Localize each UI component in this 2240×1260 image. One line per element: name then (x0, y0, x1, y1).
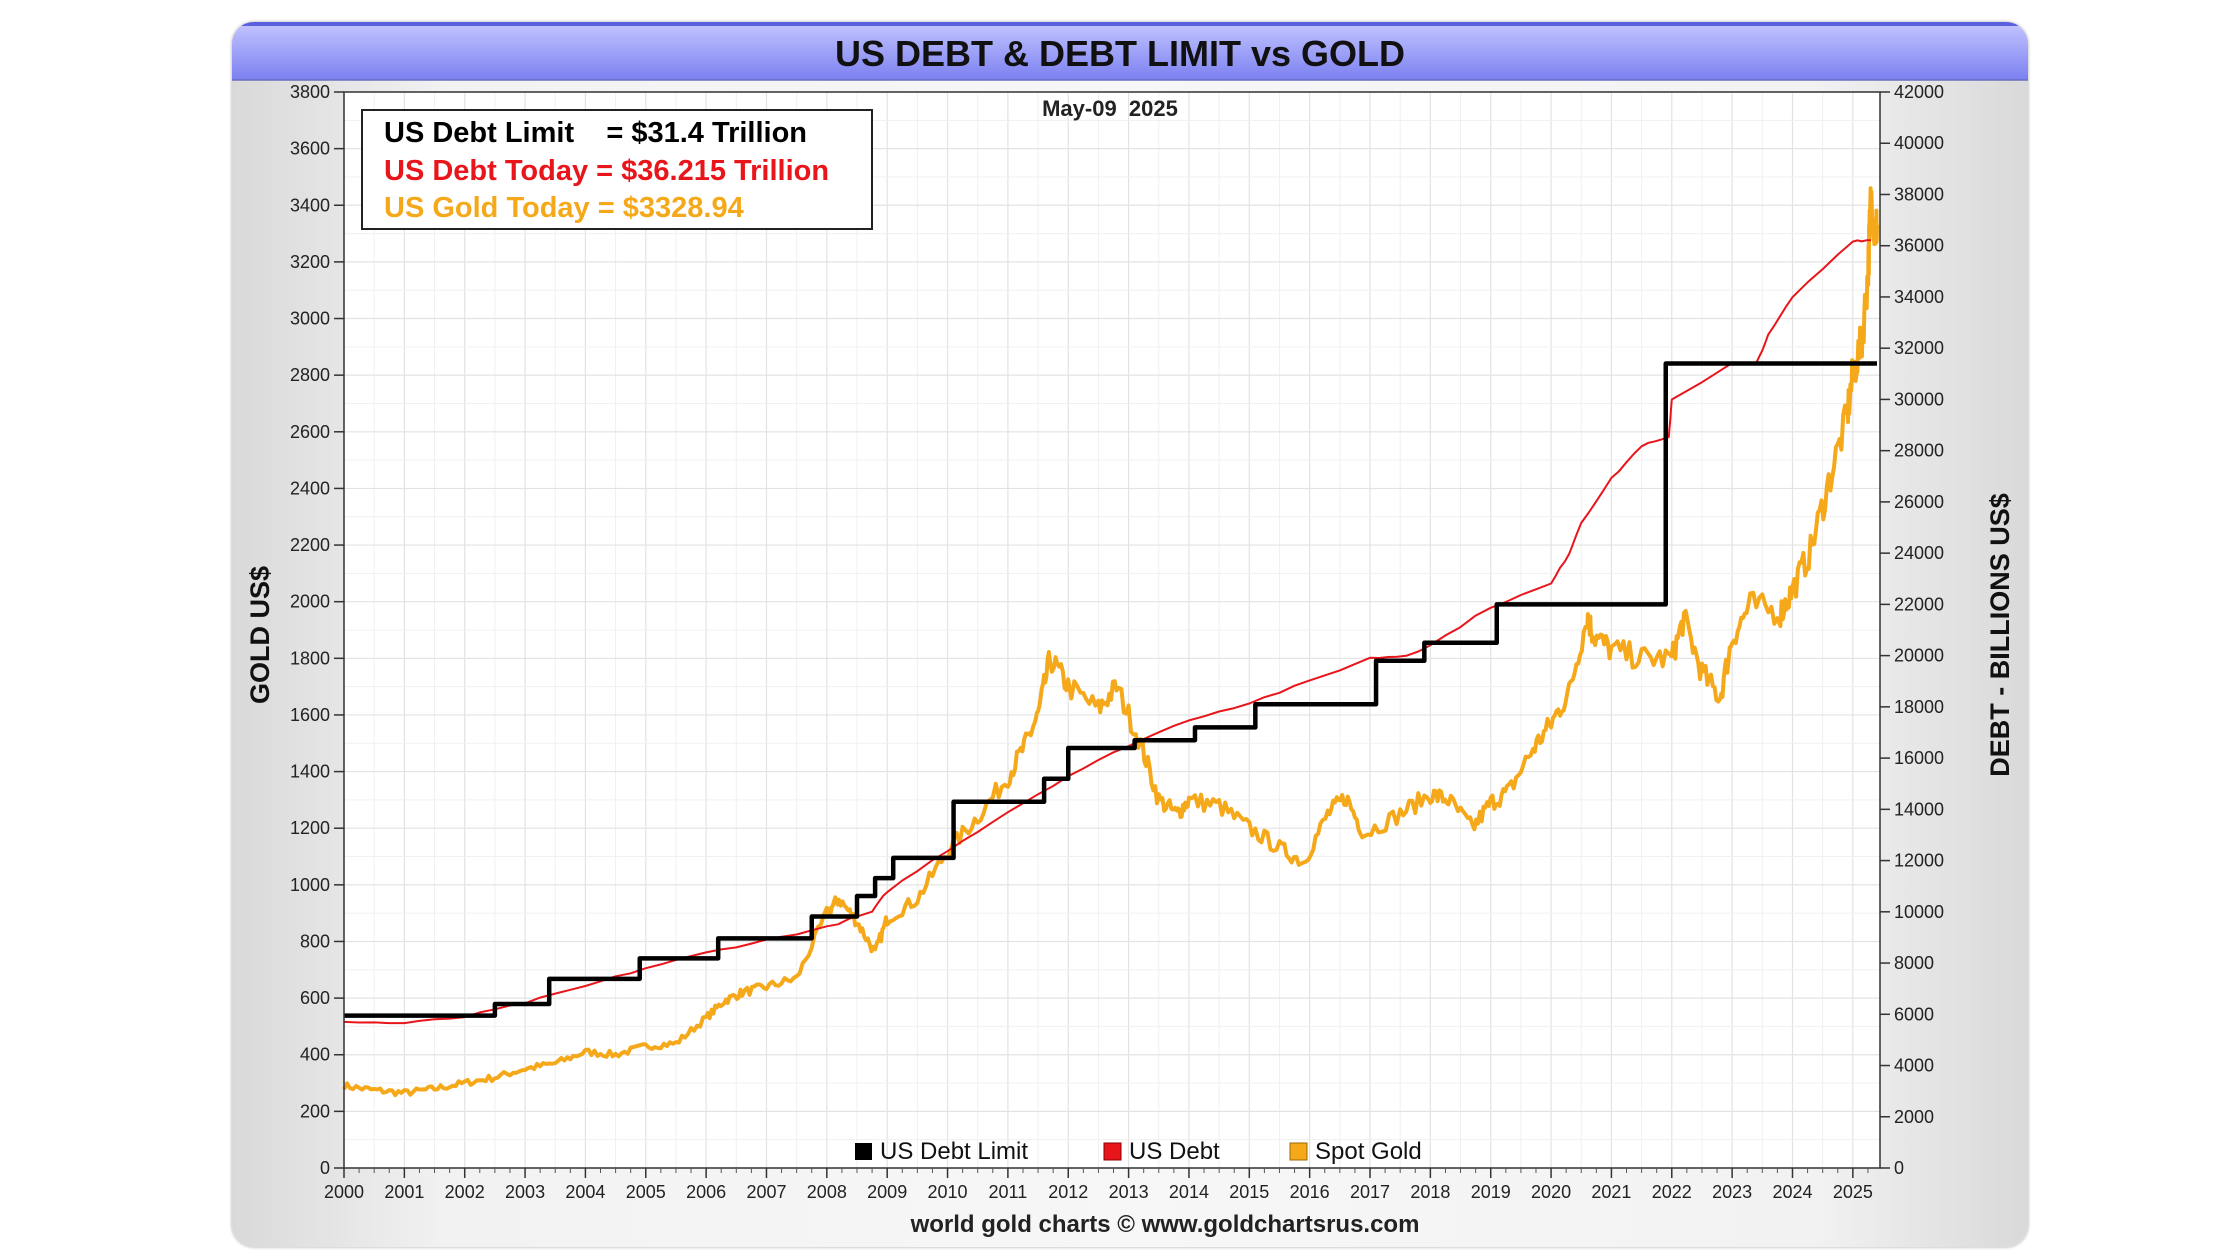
legend: US Debt Limit US Debt Spot Gold (855, 1138, 1422, 1165)
y-tick-label-right: 2000 (1894, 1107, 1934, 1127)
x-tick-label: 2022 (1652, 1182, 1692, 1202)
x-tick-label: 2003 (505, 1182, 545, 1202)
x-tick-label: 2006 (686, 1182, 726, 1202)
x-tick-label: 2007 (746, 1182, 786, 1202)
y-tick-label-right: 34000 (1894, 287, 1944, 307)
y-tick-label-right: 30000 (1894, 389, 1944, 409)
info-debt-today: US Debt Today = $36.215 Trillion (384, 155, 829, 187)
x-tick-label: 2019 (1471, 1182, 1511, 1202)
y-tick-label-right: 20000 (1894, 646, 1944, 666)
x-tick-label: 2017 (1350, 1182, 1390, 1202)
y-tick-label-left: 600 (300, 988, 330, 1008)
chart-footer: world gold charts © www.goldchartsrus.co… (910, 1211, 1420, 1238)
y-tick-label-left: 2800 (290, 365, 330, 385)
y-tick-label-left: 0 (320, 1158, 330, 1178)
y-tick-label-right: 40000 (1894, 133, 1944, 153)
x-tick-label: 2016 (1290, 1182, 1330, 1202)
y-tick-label-right: 24000 (1894, 543, 1944, 563)
grid (343, 91, 1880, 1169)
y-tick-label-right: 42000 (1894, 82, 1944, 102)
y-tick-label-left: 1000 (290, 875, 330, 895)
x-tick-label: 2024 (1772, 1182, 1812, 1202)
y-tick-label-right: 16000 (1894, 748, 1944, 768)
x-tick-label: 2005 (626, 1182, 666, 1202)
y-tick-label-right: 12000 (1894, 851, 1944, 871)
chart-frame: US DEBT & DEBT LIMIT vs GOLD 2000 2001 200… (232, 22, 2028, 1247)
y-tick-label-left: 2200 (290, 535, 330, 555)
y-tick-label-right: 38000 (1894, 184, 1944, 204)
y-tick-label-right: 4000 (1894, 1056, 1934, 1076)
x-tick-label: 2004 (565, 1182, 605, 1202)
x-tick-label: 2012 (1048, 1182, 1088, 1202)
x-tick-label: 2010 (928, 1182, 968, 1202)
y-tick-label-left: 400 (300, 1045, 330, 1065)
y-tick-label-right: 18000 (1894, 697, 1944, 717)
x-tick-label: 2015 (1229, 1182, 1269, 1202)
y-tick-label-left: 1800 (290, 648, 330, 668)
y-tick-label-left: 3800 (290, 82, 330, 102)
y-tick-label-left: 3400 (290, 195, 330, 215)
y-tick-label-left: 1600 (290, 705, 330, 725)
y-tick-label-right: 26000 (1894, 492, 1944, 512)
y-tick-label-right: 14000 (1894, 799, 1944, 819)
x-tick-label: 2018 (1410, 1182, 1450, 1202)
info-debt-limit: US Debt Limit = $31.4 Trillion (384, 117, 807, 149)
x-tick-label: 2008 (807, 1182, 847, 1202)
x-tick-label: 2000 (324, 1182, 364, 1202)
x-tick-label: 2023 (1712, 1182, 1752, 1202)
y-tick-label-left: 3200 (290, 252, 330, 272)
legend-swatch-debt (1103, 1142, 1122, 1161)
x-tick-label: 2009 (867, 1182, 907, 1202)
y-tick-label-left: 1400 (290, 762, 330, 782)
y-tick-label-left: 2000 (290, 592, 330, 612)
info-box: US Debt Limit = $31.4 Trillion US Debt T… (361, 109, 873, 230)
y-tick-label-left: 2400 (290, 478, 330, 498)
legend-label-debt: US Debt (1129, 1138, 1220, 1165)
x-tick-label: 2001 (384, 1182, 424, 1202)
y-tick-label-right: 8000 (1894, 953, 1934, 973)
x-tick-label: 2021 (1591, 1182, 1631, 1202)
x-tick-label: 2011 (989, 1182, 1028, 1202)
y-tick-label-left: 1200 (290, 818, 330, 838)
y-tick-label-left: 2600 (290, 422, 330, 442)
legend-swatch-gold (1289, 1142, 1308, 1161)
y-tick-label-right: 22000 (1894, 594, 1944, 614)
y-tick-label-right: 6000 (1894, 1004, 1934, 1024)
y-tick-label-left: 800 (300, 931, 330, 951)
y-tick-label-right: 0 (1894, 1158, 1904, 1178)
axes: 2000 2001 2002 2003 2004 2005 2006 2007 2008 2009… (290, 82, 1944, 1202)
series-line-spot-gold (342, 186, 1879, 1098)
y-tick-label-left: 200 (300, 1101, 330, 1121)
legend-label-gold: Spot Gold (1315, 1138, 1422, 1165)
legend-swatch-debt-limit (855, 1143, 872, 1160)
info-gold-today: US Gold Today = $3328.94 (384, 192, 744, 224)
y-tick-label-right: 32000 (1894, 338, 1944, 358)
x-tick-label: 2025 (1833, 1182, 1873, 1202)
y-axis-title-right: DEBT - BILLIONS US$ (1985, 493, 2015, 777)
series-line-us-debt-limit (344, 361, 1877, 1018)
chart-title: US DEBT & DEBT LIMIT vs GOLD (835, 33, 1405, 74)
x-tick-label: 2014 (1169, 1182, 1209, 1202)
x-tick-label: 2013 (1109, 1182, 1149, 1202)
x-tick-label: 2002 (445, 1182, 485, 1202)
x-tick-label: 2020 (1531, 1182, 1571, 1202)
date-label: May-09 2025 (1042, 96, 1178, 121)
y-tick-label-left: 3000 (290, 309, 330, 329)
y-tick-label-right: 10000 (1894, 902, 1944, 922)
y-tick-label-right: 28000 (1894, 441, 1944, 461)
series-layer (342, 186, 1879, 1098)
y-axis-title-left: GOLD US$ (245, 566, 275, 704)
y-tick-label-left: 3600 (290, 139, 330, 159)
title-bar (232, 22, 2028, 80)
legend-label-debt-limit: US Debt Limit (880, 1138, 1028, 1165)
chart-svg: US DEBT & DEBT LIMIT vs GOLD 2000 2001 200… (232, 22, 2028, 1238)
y-tick-label-right: 36000 (1894, 236, 1944, 256)
